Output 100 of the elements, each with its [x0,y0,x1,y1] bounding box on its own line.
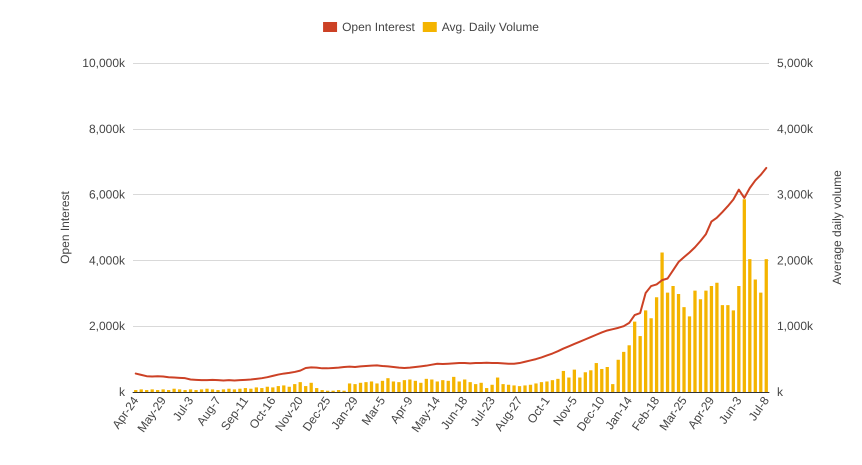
bar [611,384,614,392]
y2-tick-label: 5,000k [777,56,814,70]
bar [676,294,680,392]
bar [732,310,736,392]
bar [594,363,598,392]
bar [315,388,318,392]
bar [458,381,461,392]
bar [260,388,264,392]
bar [397,382,401,392]
bar [671,286,675,392]
bar [710,286,714,392]
bar [249,388,253,392]
bar [392,381,396,392]
bar [644,310,648,392]
bar [501,384,505,392]
bar [628,345,631,392]
bar [726,305,730,392]
bar [446,380,450,392]
bar [660,252,664,392]
bar [518,386,522,392]
bar [430,380,434,392]
y2-tick-label: 3,000k [777,188,814,202]
y-axis-title: Open Interest [58,190,72,264]
y-tick-label: 10,000k [82,56,126,70]
bar [474,384,478,392]
bar [238,388,242,392]
legend-label: Open Interest [342,20,416,34]
bar [282,385,286,392]
bar [408,380,412,392]
bar [654,297,658,392]
bar [649,318,653,392]
bar [556,378,560,392]
bar [484,388,488,392]
bar [205,388,209,392]
bar [172,388,176,392]
bar [682,307,686,392]
bar [364,382,368,392]
bar [759,292,762,392]
bar [737,286,740,392]
bar [480,382,483,392]
bar [666,292,670,392]
bar [693,290,697,392]
bar [375,383,379,392]
bar [720,305,724,392]
y2-tick-label: 4,000k [777,122,814,136]
bar [419,382,422,392]
bar [698,299,702,392]
bar [463,380,466,392]
bar [589,370,592,392]
bar [271,387,274,392]
bar [606,366,609,392]
bar [715,282,719,392]
bar [523,385,527,392]
bar [304,386,308,392]
bar [348,383,352,392]
bar [748,259,752,392]
bar [754,279,757,392]
bar [150,389,154,392]
bar [452,376,456,392]
bar [490,384,494,392]
bar [276,386,280,392]
bar [572,370,576,392]
bar [764,259,768,392]
bar [600,368,604,392]
bar [310,382,313,392]
bar [638,336,642,392]
bar [244,388,248,392]
bar [380,380,384,392]
bar [562,370,566,392]
bar [496,378,500,392]
y2-tick-label: k [777,385,784,399]
bar [293,384,296,392]
bar [468,382,472,392]
y-tick-label: k [119,385,126,399]
bar [584,372,587,392]
bar [436,381,439,392]
bar [266,386,269,392]
y-tick-label: 8,000k [88,122,126,136]
bar [140,389,143,392]
bar [512,385,516,392]
y2-tick-label: 1,000k [777,319,814,334]
bar [704,290,708,392]
y2-tick-label: 2,000k [777,253,814,268]
bar [688,316,692,392]
bar [534,383,538,392]
bar [370,381,374,392]
bar [162,389,165,392]
bar [578,378,582,392]
bar [386,378,390,392]
bar [424,378,428,392]
bar [545,381,549,392]
bar [742,199,746,392]
bar [298,382,302,392]
bar [353,384,357,392]
bar [622,352,626,392]
bar [227,388,231,392]
legend-label: Avg. Daily Volume [442,20,540,34]
y2-axis-title: Average daily volume [830,170,844,285]
y-tick-label: 2,000k [88,319,126,334]
line-series [134,166,768,382]
